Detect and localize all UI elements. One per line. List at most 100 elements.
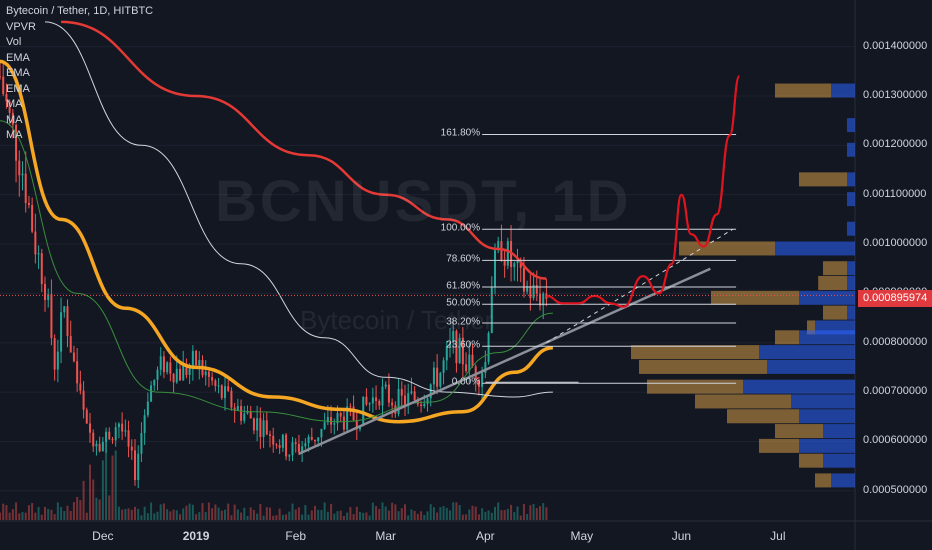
candle-body [82, 390, 85, 410]
candle-body [320, 428, 323, 438]
indicator-ema-1[interactable]: EMA [6, 51, 30, 64]
candle-body [108, 431, 111, 440]
candle-body [436, 367, 439, 387]
volume-bar [330, 503, 333, 520]
fib-level-label: 61.80% [446, 280, 481, 292]
vpvr-bar-up [847, 305, 855, 320]
vpvr-bar-up [847, 276, 855, 291]
time-tick-label: Jun [671, 529, 692, 543]
fib-level-label: 161.80% [440, 127, 481, 139]
candle-body [532, 284, 535, 299]
candle-body [542, 293, 545, 306]
candle-body [101, 441, 104, 452]
volume-bar [156, 511, 159, 520]
volume-bar [503, 509, 506, 520]
candle-body [146, 401, 149, 416]
volume-bar [346, 512, 349, 520]
candle-body [397, 388, 400, 414]
candle-body [262, 420, 265, 437]
candle-body [69, 336, 72, 353]
candle-body [92, 432, 95, 447]
volume-bar [494, 506, 496, 520]
volume-bar [185, 505, 188, 520]
volume-bar [294, 509, 297, 520]
volume-bar [44, 506, 46, 520]
indicator-ema-2[interactable]: EMA [6, 67, 30, 79]
candle-body [285, 434, 288, 457]
price-tick-label: 0.001200000 [863, 138, 928, 151]
time-tick-label: Dec [92, 529, 114, 543]
candle-body [256, 418, 259, 431]
indicator-ema-3[interactable]: EMA [6, 82, 30, 95]
volume-bar [47, 509, 50, 520]
candle-body [503, 260, 506, 266]
ema-green-line [0, 120, 553, 423]
vpvr-bar-down [727, 409, 799, 424]
candle-body [220, 385, 223, 399]
candle-body [111, 439, 114, 441]
volume-bar [21, 512, 24, 520]
candle-body [236, 406, 239, 411]
volume-bar [166, 509, 169, 520]
vpvr-bar-down [775, 330, 799, 345]
volume-bar [76, 496, 79, 520]
vpvr-bar-up [799, 409, 855, 424]
volume-bar [317, 509, 320, 520]
candle-body [243, 413, 246, 421]
candle-body [191, 351, 194, 367]
time-tick-label: Mar [375, 529, 397, 543]
volume-bar [18, 513, 21, 520]
volume-bar [477, 514, 480, 520]
volume-bar [352, 514, 355, 520]
volume-bar [359, 511, 361, 520]
candle-body [56, 351, 59, 370]
candle-body [124, 430, 127, 432]
volume-bar [510, 504, 513, 520]
candle-body [249, 411, 252, 419]
candle-body [153, 379, 156, 386]
symbol-watermark: BCNUSDT, 1D [215, 169, 632, 234]
volume-bar [159, 504, 162, 520]
candle-body [188, 366, 191, 375]
candle-body [89, 423, 91, 433]
volume-bar [60, 507, 63, 520]
volume-bar [285, 514, 288, 520]
vpvr-bar-up [847, 172, 855, 187]
vpvr-bar-up [847, 261, 855, 276]
volume-bar [56, 502, 59, 520]
volume-bar [130, 509, 133, 520]
volume-bar [365, 512, 368, 520]
candle-body [175, 368, 178, 383]
volume-bar [288, 511, 291, 520]
candle-body [259, 418, 262, 437]
indicator-vol[interactable]: Vol [6, 36, 22, 48]
indicator-ma-1[interactable]: MA [6, 98, 23, 110]
vpvr-bar-down [631, 345, 759, 360]
indicator-ma-2[interactable]: MA [6, 113, 23, 126]
vpvr-bar-up [831, 83, 855, 98]
volume-bar [516, 506, 519, 520]
candle-body [445, 346, 448, 361]
candle-body [72, 352, 75, 362]
indicator-ma-3[interactable]: MA [6, 129, 23, 141]
vpvr-bar-down [799, 172, 847, 187]
candle-body [375, 397, 378, 401]
indicator-vpvr[interactable]: VPVR [6, 20, 36, 33]
candle-body [529, 285, 532, 299]
chart-title[interactable]: Bytecoin / Tether, 1D, HITBTC [6, 5, 154, 17]
candle-body [8, 101, 11, 113]
volume-bar [124, 509, 127, 520]
volume-bar [500, 510, 503, 520]
candle-body [519, 261, 522, 268]
vpvr-bar-down [799, 453, 823, 468]
volume-bar [320, 509, 323, 520]
fib-level-label: 100.00% [440, 222, 481, 234]
candle-body [265, 420, 268, 435]
price-tick-label: 0.000600000 [863, 434, 928, 447]
candle-body [185, 363, 188, 375]
volume-bar [532, 504, 535, 520]
candle-body [105, 431, 108, 442]
volume-bar [307, 514, 310, 520]
volume-bar [204, 512, 207, 520]
